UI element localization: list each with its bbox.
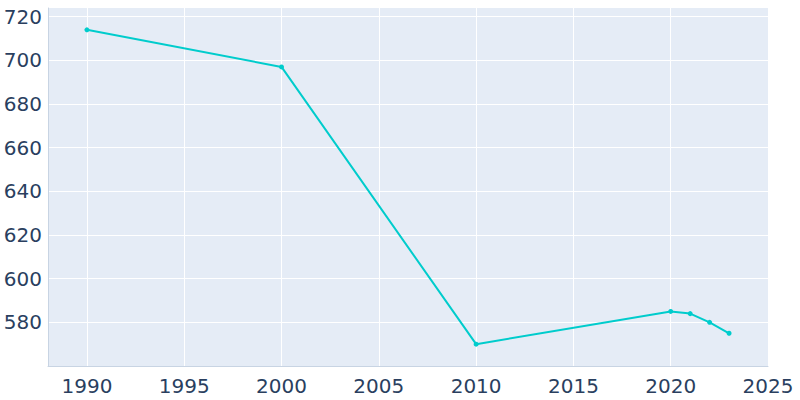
svg-text:2005: 2005: [353, 374, 404, 398]
svg-text:2010: 2010: [451, 374, 502, 398]
svg-text:2000: 2000: [256, 374, 307, 398]
svg-text:2015: 2015: [548, 374, 599, 398]
svg-text:1990: 1990: [61, 374, 112, 398]
svg-text:580: 580: [4, 310, 42, 334]
svg-text:660: 660: [4, 136, 42, 160]
svg-text:600: 600: [4, 267, 42, 291]
svg-text:720: 720: [4, 5, 42, 29]
svg-text:680: 680: [4, 92, 42, 116]
svg-text:640: 640: [4, 179, 42, 203]
svg-text:2020: 2020: [645, 374, 696, 398]
svg-text:1995: 1995: [159, 374, 210, 398]
svg-text:700: 700: [4, 48, 42, 72]
svg-text:620: 620: [4, 223, 42, 247]
svg-text:2025: 2025: [743, 374, 794, 398]
